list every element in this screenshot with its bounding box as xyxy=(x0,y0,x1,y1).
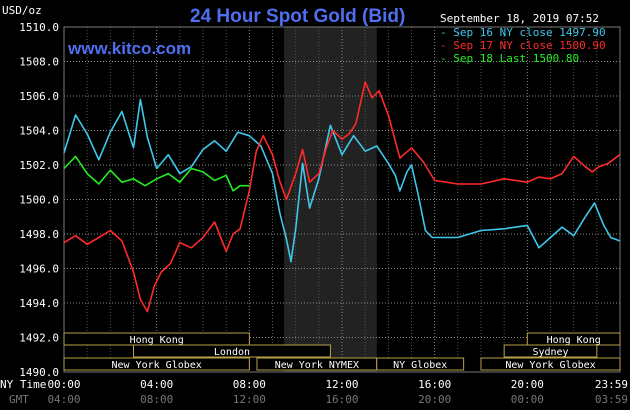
market-label: New York NYMEX xyxy=(275,360,359,371)
grid-lines xyxy=(63,26,621,373)
gmt-label: GMT xyxy=(9,393,29,406)
y-tick-label: 1500.0 xyxy=(19,194,59,207)
market-label: New York Globex xyxy=(505,360,595,371)
x-tick-label-gmt: 03:59 xyxy=(595,393,628,406)
series-line xyxy=(63,98,621,263)
market-label: Hong Kong xyxy=(547,335,601,346)
x-tick-label-gmt: 12:00 xyxy=(233,393,266,406)
y-tick-label: 1506.0 xyxy=(19,90,59,103)
market-label: Sydney xyxy=(532,347,568,358)
x-tick-label-ny: 20:00 xyxy=(511,378,544,391)
market-sessions: Hong Kong London New York Globex New York N… xyxy=(63,332,621,371)
series-layer xyxy=(63,81,621,313)
chart-title: 24 Hour Spot Gold (Bid) xyxy=(190,6,405,27)
date-line: September 18, 2019 07:52 xyxy=(440,12,599,25)
y-tick-label: 1490.0 xyxy=(19,366,59,379)
legend-entry: - Sep 18 Last 1500.80 xyxy=(440,52,579,65)
market-label: Hong Kong xyxy=(130,335,184,346)
market-label: London xyxy=(214,347,250,358)
y-tick-label: 1496.0 xyxy=(19,263,59,276)
market-bar xyxy=(63,357,250,371)
y-tick-label: 1494.0 xyxy=(19,297,59,310)
market-bar xyxy=(480,357,621,371)
x-tick-label-ny: 16:00 xyxy=(418,378,451,391)
x-tick-label-ny: 04:00 xyxy=(140,378,173,391)
market-bar xyxy=(376,357,465,371)
y-axis-ticks: 1490.0 1492.0 1494.0 1496.0 1498.0 1500.0 1502… xyxy=(19,21,59,379)
y-tick-label: 1508.0 xyxy=(19,56,59,69)
x-tick-label-gmt: 20:00 xyxy=(418,393,451,406)
market-label: NY Globex xyxy=(393,360,447,371)
x-tick-label-ny: 23:59 xyxy=(595,378,628,391)
x-tick-label-gmt: 04:00 xyxy=(47,393,80,406)
x-tick-label-gmt: 16:00 xyxy=(325,393,358,406)
x-tick-label-ny: 12:00 xyxy=(325,378,358,391)
ny-time-label: NY Time xyxy=(0,378,46,391)
legend-entry: - Sep 17 NY close 1500.90 xyxy=(440,39,606,52)
y-tick-label: 1510.0 xyxy=(19,21,59,34)
market-label: New York Globex xyxy=(112,360,202,371)
x-tick-label-ny: 00:00 xyxy=(47,378,80,391)
market-bar xyxy=(503,344,598,358)
legend-entry: - Sep 16 NY close 1497.90 xyxy=(440,26,606,39)
y-tick-label: 1502.0 xyxy=(19,159,59,172)
market-bar xyxy=(133,344,331,358)
series-line xyxy=(63,155,250,192)
x-tick-label-gmt: 00:00 xyxy=(511,393,544,406)
x-axis-ticks: 00:00 04:00 04:00 08:00 08:00 12:00 12:00 16:00… xyxy=(47,378,628,406)
plot-frame xyxy=(63,26,621,373)
y-tick-label: 1498.0 xyxy=(19,228,59,241)
series-line xyxy=(63,81,621,313)
y-tick-label: 1492.0 xyxy=(19,332,59,345)
y-tick-label: 1504.0 xyxy=(19,125,59,138)
legend: - Sep 16 NY close 1497.90- Sep 17 NY clo… xyxy=(440,26,606,65)
x-tick-label-ny: 08:00 xyxy=(233,378,266,391)
x-tick-label-gmt: 08:00 xyxy=(140,393,173,406)
unit-label: USD/oz xyxy=(2,4,42,17)
site-url: www.kitco.com xyxy=(67,39,191,58)
